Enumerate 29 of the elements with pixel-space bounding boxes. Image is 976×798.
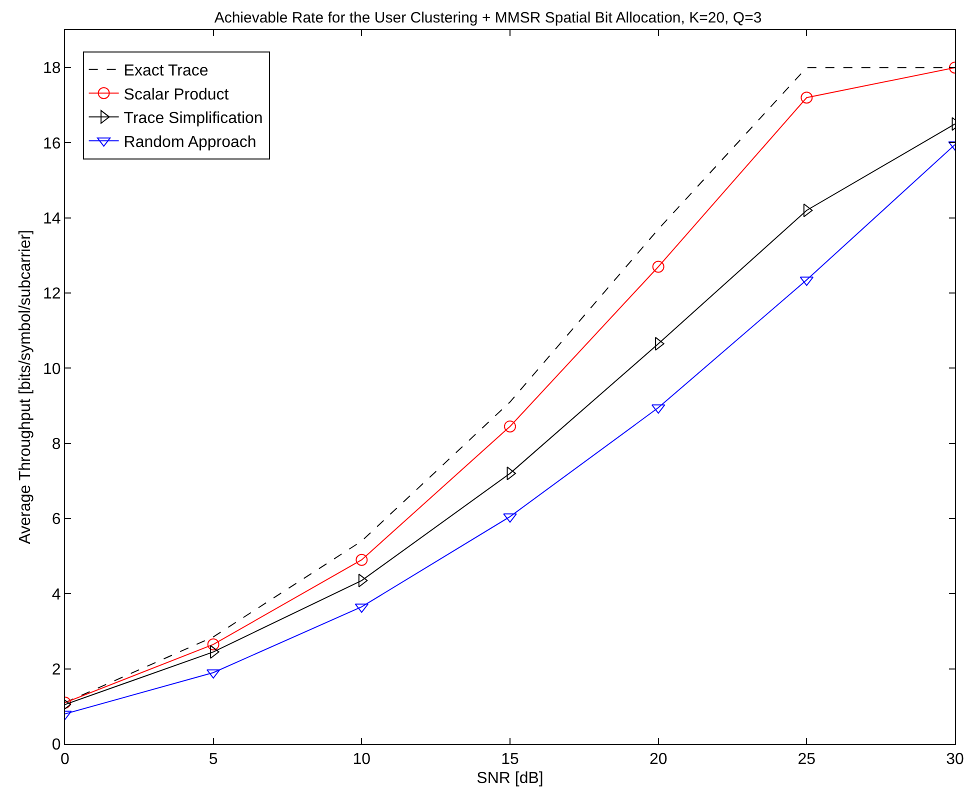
x-axis-title: SNR [dB]	[476, 770, 544, 787]
y-tick-label: 4	[52, 586, 61, 604]
point	[503, 513, 517, 523]
point	[358, 574, 368, 588]
y-tick-label: 10	[43, 360, 61, 378]
point	[504, 420, 516, 432]
y-tick-label: 8	[52, 436, 61, 453]
legend-label: Trace Simplification	[124, 110, 263, 128]
legend-label: Random Approach	[124, 134, 256, 151]
y-tick-label: 2	[52, 661, 61, 678]
y-tick-label: 14	[43, 210, 61, 228]
y-tick-label: 12	[43, 286, 61, 303]
y-tick-label: 6	[52, 511, 61, 528]
y-tick-label: 18	[43, 60, 61, 78]
x-tick-label: 20	[649, 751, 668, 768]
x-tick-label: 5	[208, 751, 218, 768]
x-tick-label: 30	[946, 751, 964, 768]
x-tick-label: 15	[501, 751, 519, 768]
legend-label: Scalar Product	[124, 86, 230, 104]
legend-label: Exact Trace	[124, 62, 208, 80]
point	[652, 260, 664, 273]
y-axis-title: Average Throughput [bits/symbol/subcarrier]	[16, 230, 34, 544]
y-tick-label: 16	[43, 135, 61, 152]
y-tick-label: 0	[52, 736, 61, 754]
point	[356, 554, 368, 566]
point	[800, 92, 813, 104]
chart-title: Achievable Rate for the User Clustering + MMSR Spatial Bit Allocation, K=20, Q=3	[214, 9, 762, 26]
x-tick-label: 25	[798, 751, 816, 768]
x-tick-label: 10	[352, 751, 371, 768]
